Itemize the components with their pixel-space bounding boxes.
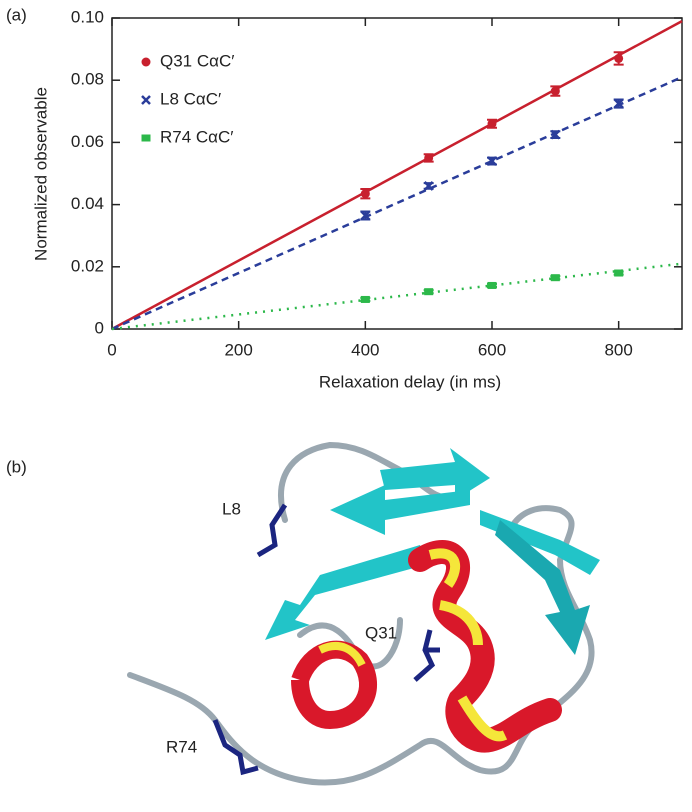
y-tick-label: 0.04: [71, 194, 104, 213]
panel-label: (a): [6, 5, 27, 24]
strand: [480, 510, 600, 575]
helix-edge: [318, 642, 366, 667]
data-point: [550, 274, 560, 282]
residue-label: Q31: [365, 623, 397, 642]
legend-marker: [141, 134, 151, 142]
coil: [278, 441, 463, 523]
side-chain: [212, 719, 259, 776]
y-tick-label: 0.02: [71, 256, 104, 275]
data-point: [487, 119, 497, 129]
residue-label: R74: [166, 737, 197, 756]
panel-label: (b): [6, 457, 27, 476]
x-axis-label: Relaxation delay (in ms): [319, 372, 501, 391]
side-chain: [413, 629, 440, 682]
data-point: [487, 281, 497, 289]
data-point: [360, 189, 370, 199]
residue-label: L8: [222, 499, 241, 518]
helix-edge: [428, 548, 508, 742]
legend-label: Q31 CαC′: [160, 51, 234, 70]
x-tick-label: 800: [604, 340, 632, 359]
data-point: [487, 156, 497, 166]
x-tick-label: 400: [351, 340, 379, 359]
data-point: [613, 98, 624, 109]
data-point: [550, 129, 561, 140]
data-point: [424, 288, 434, 296]
data-point: [550, 86, 560, 96]
y-tick-label: 0.08: [71, 70, 104, 89]
fit-line: [111, 75, 683, 331]
data-point: [360, 295, 370, 303]
strand: [330, 485, 470, 535]
y-tick-label: 0: [95, 318, 104, 337]
protein-structure: [127, 441, 600, 786]
data-point: [614, 53, 624, 63]
fit-line: [111, 262, 683, 331]
strand: [265, 545, 425, 640]
helix: [408, 540, 562, 753]
legend-label: R74 CαC′: [160, 127, 233, 146]
legend-label: L8 CαC′: [160, 89, 221, 108]
x-tick-label: 0: [107, 340, 116, 359]
fit-line: [111, 20, 683, 331]
data-point: [360, 210, 371, 221]
data-point: [423, 181, 434, 191]
legend-marker: [141, 57, 151, 67]
x-tick-label: 200: [224, 340, 252, 359]
y-tick-label: 0.06: [71, 132, 104, 151]
y-tick-label: 0.10: [71, 7, 104, 26]
y-axis-label: Normalized observable: [31, 87, 50, 261]
strand: [380, 448, 490, 500]
plot-frame: [111, 17, 683, 330]
legend-marker: [141, 95, 151, 105]
side-chain: [256, 503, 288, 558]
x-tick-label: 600: [478, 340, 506, 359]
strand: [495, 520, 590, 655]
data-point: [424, 153, 434, 163]
data-point: [614, 269, 624, 277]
